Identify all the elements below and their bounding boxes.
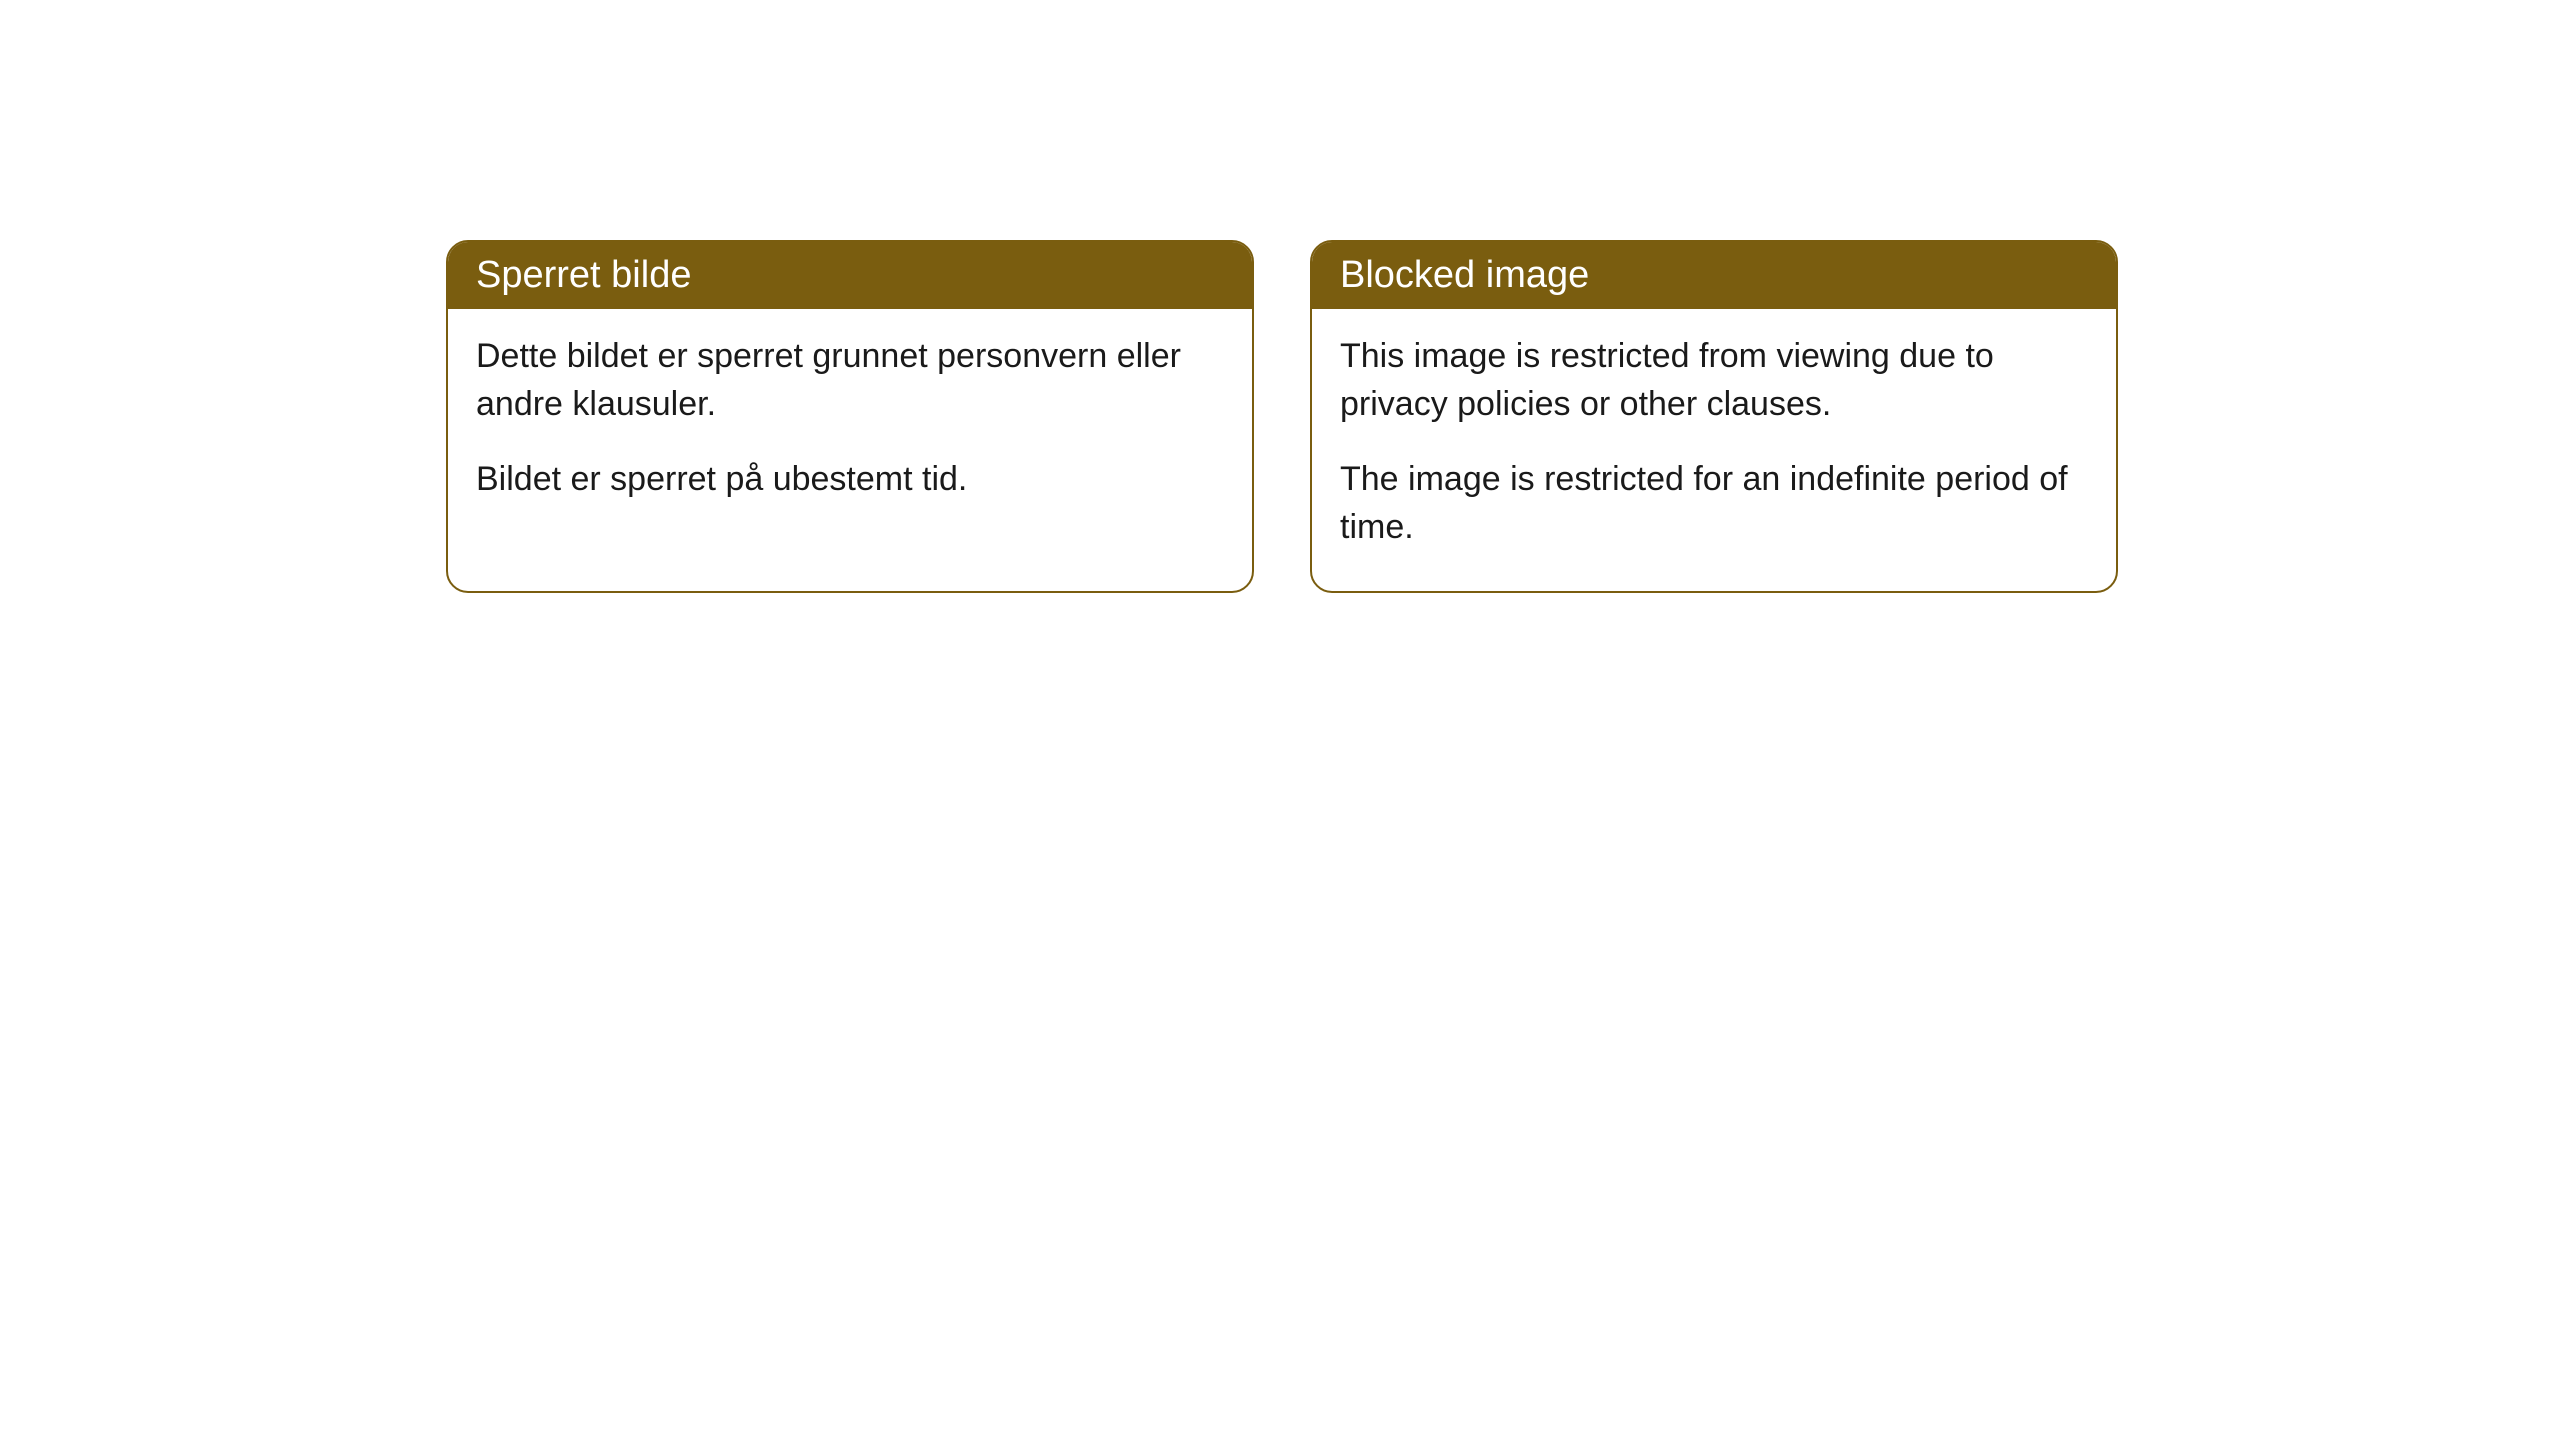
notice-card-title: Blocked image [1340, 254, 1589, 296]
notice-card-norwegian: Sperret bilde Dette bildet er sperret gr… [446, 240, 1254, 593]
notice-paragraph: The image is restricted for an indefinit… [1340, 456, 2088, 551]
notice-paragraph: This image is restricted from viewing du… [1340, 333, 2088, 428]
notice-card-header: Sperret bilde [448, 242, 1252, 309]
notice-card-body: Dette bildet er sperret grunnet personve… [448, 309, 1252, 544]
notice-card-title: Sperret bilde [476, 254, 691, 296]
notice-paragraph: Bildet er sperret på ubestemt tid. [476, 456, 1224, 504]
notice-paragraph: Dette bildet er sperret grunnet personve… [476, 333, 1224, 428]
notice-card-body: This image is restricted from viewing du… [1312, 309, 2116, 591]
notice-card-english: Blocked image This image is restricted f… [1310, 240, 2118, 593]
notice-container: Sperret bilde Dette bildet er sperret gr… [0, 0, 2560, 593]
notice-card-header: Blocked image [1312, 242, 2116, 309]
